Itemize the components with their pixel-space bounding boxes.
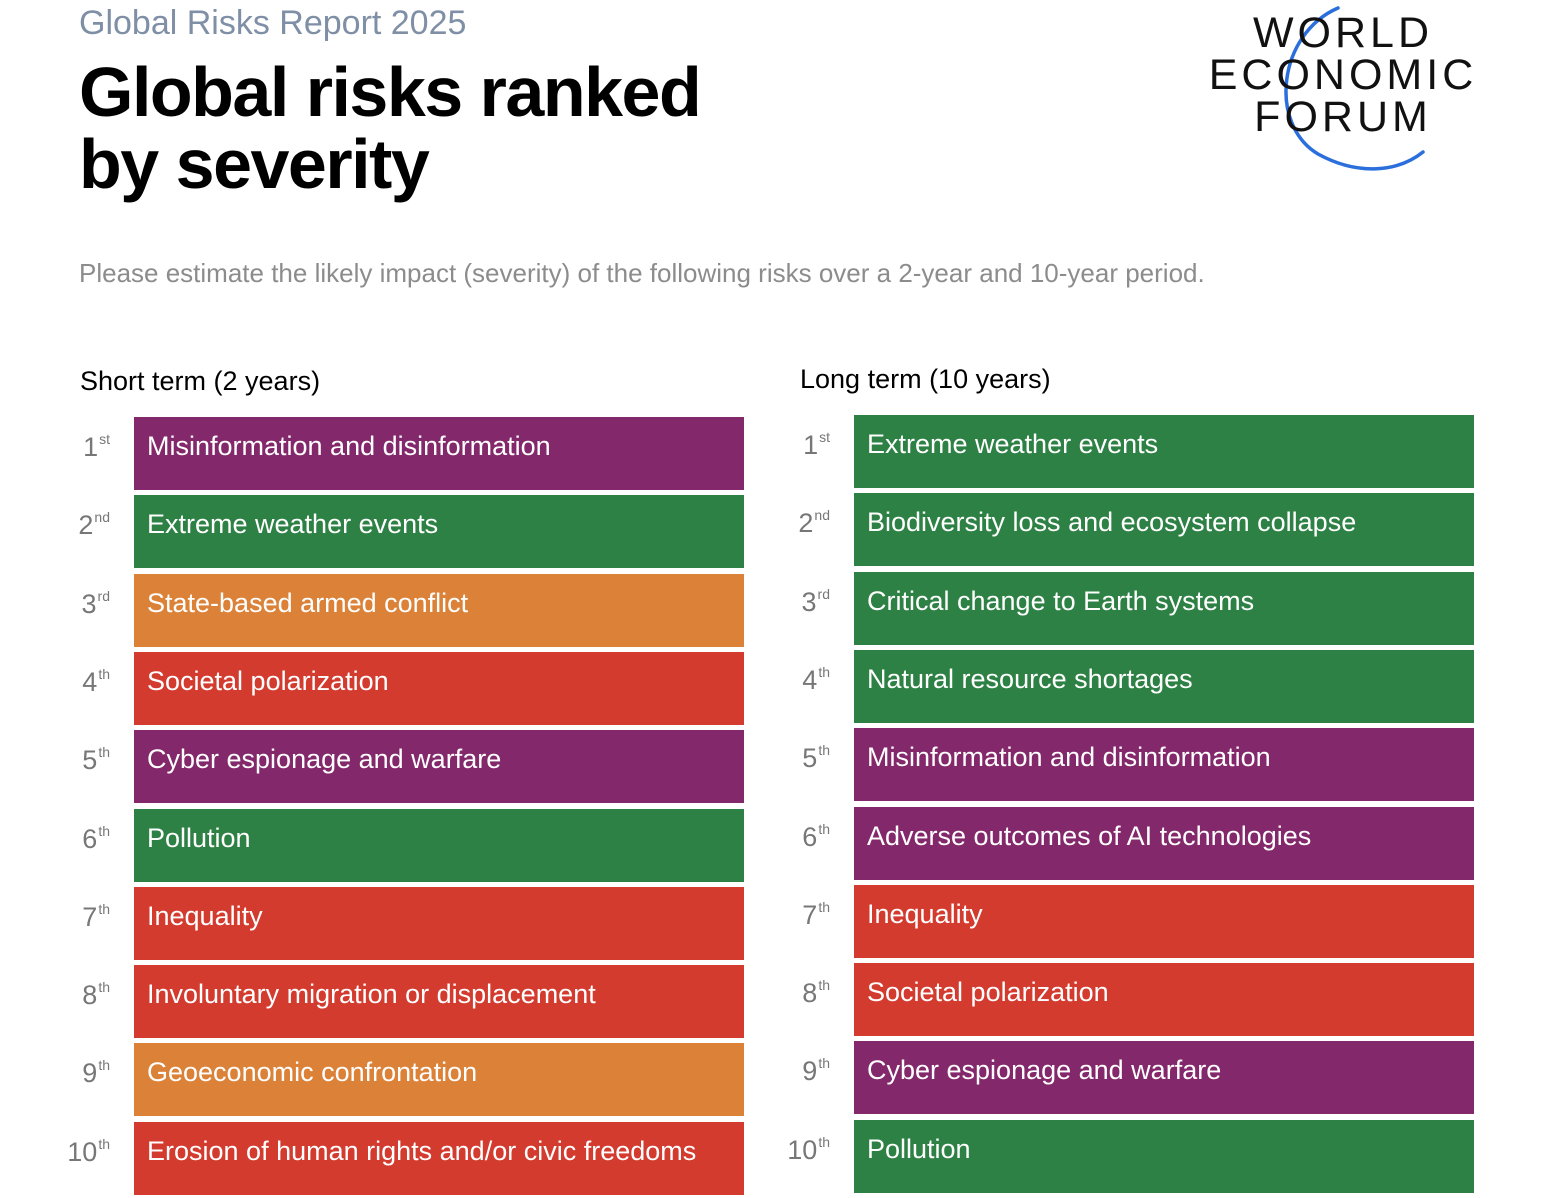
rank-label: 3rd: [81, 587, 110, 619]
rank-label: 8th: [82, 979, 110, 1011]
wef-logo: WORLD ECONOMIC FORUM: [1198, 4, 1488, 174]
rank-label: 5th: [802, 742, 830, 774]
rank-label: 10th: [787, 1133, 830, 1165]
short-term-heading: Short term (2 years): [80, 366, 321, 396]
title-line-1: Global risks ranked: [79, 53, 702, 131]
rank-label: 10th: [67, 1135, 110, 1167]
page-title: Global risks ranked by severity: [79, 56, 839, 200]
rank-label: 8th: [802, 977, 830, 1009]
risk-bar: Pollution: [134, 808, 744, 882]
risk-bar: Biodiversity loss and ecosystem collapse: [854, 493, 1474, 567]
rank-label: 2nd: [78, 509, 110, 541]
logo-arc-icon: [1284, 6, 1425, 171]
risk-bar: Pollution: [854, 1119, 1474, 1193]
rank-label: 1st: [803, 429, 830, 460]
rank-label: 9th: [802, 1055, 830, 1087]
rank-label: 7th: [82, 900, 110, 932]
risk-bar: Societal polarization: [854, 963, 1474, 1037]
risk-bar: Adverse outcomes of AI technologies: [854, 806, 1474, 880]
rank-label: 3rd: [801, 585, 830, 617]
rank-label: 4th: [802, 663, 830, 695]
title-line-2: by severity: [79, 125, 430, 204]
risk-bar: Inequality: [854, 884, 1474, 958]
risk-bar: Cyber espionage and warfare: [854, 1041, 1474, 1115]
risk-bar: Misinformation and disinformation: [854, 728, 1474, 802]
rank-label: 2nd: [798, 507, 830, 539]
risk-bar: Geoeconomic confrontation: [134, 1043, 744, 1117]
rank-label: 9th: [82, 1057, 110, 1089]
report-label: Global Risks Report 2025: [79, 4, 467, 42]
subtitle: Please estimate the likely impact (sever…: [79, 258, 1205, 288]
risk-bar: Extreme weather events: [854, 415, 1474, 488]
risk-bar: Natural resource shortages: [854, 649, 1474, 723]
logo-text-world: WORLD: [1252, 9, 1434, 57]
rank-label: 7th: [802, 898, 830, 930]
risk-bar: Extreme weather events: [134, 495, 744, 569]
rank-label: 6th: [802, 820, 830, 852]
logo-text-economic: ECONOMIC: [1208, 51, 1478, 99]
long-term-heading: Long term (10 years): [800, 364, 1051, 394]
rank-label: 5th: [82, 744, 110, 776]
logo-text-forum: FORUM: [1254, 93, 1432, 141]
rank-label: 6th: [82, 822, 110, 854]
risk-bar: Inequality: [134, 886, 744, 960]
risk-bar: Critical change to Earth systems: [854, 571, 1474, 645]
risk-bar: Involuntary migration or displacement: [134, 965, 744, 1039]
risk-bar: Societal polarization: [134, 651, 744, 725]
risk-bar: Cyber espionage and warfare: [134, 730, 744, 804]
rank-label: 1st: [83, 431, 110, 462]
rank-label: 4th: [82, 665, 110, 697]
risk-bar: State-based armed conflict: [134, 573, 744, 647]
risk-bar: Misinformation and disinformation: [134, 417, 744, 490]
risk-bar: Erosion of human rights and/or civic fre…: [134, 1121, 744, 1195]
